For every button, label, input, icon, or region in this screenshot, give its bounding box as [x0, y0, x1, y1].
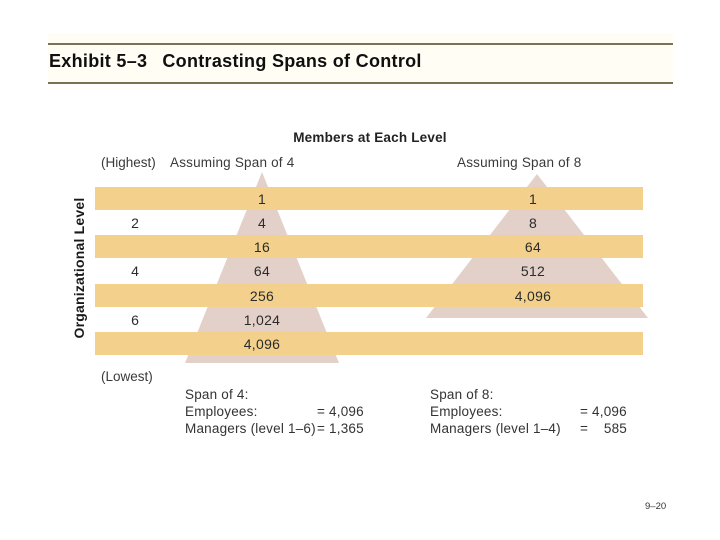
span4-value-level7: 4,096 — [243, 336, 281, 352]
span4-managers-label: Managers (level 1–6) — [185, 421, 316, 436]
span8-value-level4: 512 — [520, 263, 546, 279]
span4-value-level2: 4 — [257, 215, 267, 231]
title-rule-bottom — [48, 82, 673, 84]
org-level-2: 2 — [131, 215, 139, 231]
span4-employees-line: Employees: = 4,096 — [185, 403, 405, 420]
span8-value-level2: 8 — [528, 215, 538, 231]
span4-value-level6: 1,024 — [243, 312, 281, 328]
span8-employees-label: Employees: — [430, 404, 503, 419]
span8-employees-line: Employees: = 4,096 — [430, 403, 655, 420]
span4-managers-line: Managers (level 1–6) = 1,365 — [185, 420, 405, 437]
span4-value-level1: 1 — [257, 191, 267, 207]
highest-label: (Highest) — [101, 155, 156, 170]
title-band — [48, 33, 673, 82]
level-bar-3 — [95, 235, 643, 258]
span4-value-level5: 256 — [249, 288, 275, 304]
span4-summary-title: Span of 4: — [185, 387, 249, 402]
org-level-6: 6 — [131, 312, 139, 328]
level-bar-5 — [95, 284, 643, 307]
organizational-level-axis-label: Organizational Level — [71, 197, 87, 339]
span8-managers-value: = 585 — [580, 421, 628, 436]
span8-value-level3: 64 — [524, 239, 542, 255]
page-number: 9–20 — [645, 501, 667, 512]
span4-column-header: Assuming Span of 4 — [170, 155, 295, 170]
span8-employees-value: = 4,096 — [580, 404, 627, 419]
level-bar-7 — [95, 332, 643, 355]
diagram-heading: Members at Each Level — [293, 130, 447, 145]
span8-summary: Span of 8: Employees: = 4,096 Managers (… — [430, 386, 655, 437]
span4-value-level4: 64 — [253, 263, 271, 279]
span8-managers-label: Managers (level 1–4) — [430, 421, 561, 436]
span4-managers-value: = 1,365 — [317, 421, 364, 436]
org-level-4: 4 — [131, 263, 139, 279]
span4-employees-value: = 4,096 — [317, 404, 364, 419]
level-bar-1 — [95, 187, 643, 210]
span4-summary: Span of 4: Employees: = 4,096 Managers (… — [185, 386, 405, 437]
title-rule-top — [48, 43, 673, 45]
span4-value-level3: 16 — [253, 239, 271, 255]
span8-column-header: Assuming Span of 8 — [457, 155, 582, 170]
span8-managers-line: Managers (level 1–4) = 585 — [430, 420, 655, 437]
lowest-label: (Lowest) — [101, 369, 153, 384]
span4-employees-label: Employees: — [185, 404, 258, 419]
span8-value-level1: 1 — [528, 191, 538, 207]
slide-title-text: Contrasting Spans of Control — [162, 51, 422, 71]
span8-value-level5: 4,096 — [514, 288, 552, 304]
exhibit-label: Exhibit 5–3 — [49, 51, 148, 71]
slide-title: Exhibit 5–3 Contrasting Spans of Control — [49, 51, 422, 72]
span8-summary-title: Span of 8: — [430, 387, 494, 402]
